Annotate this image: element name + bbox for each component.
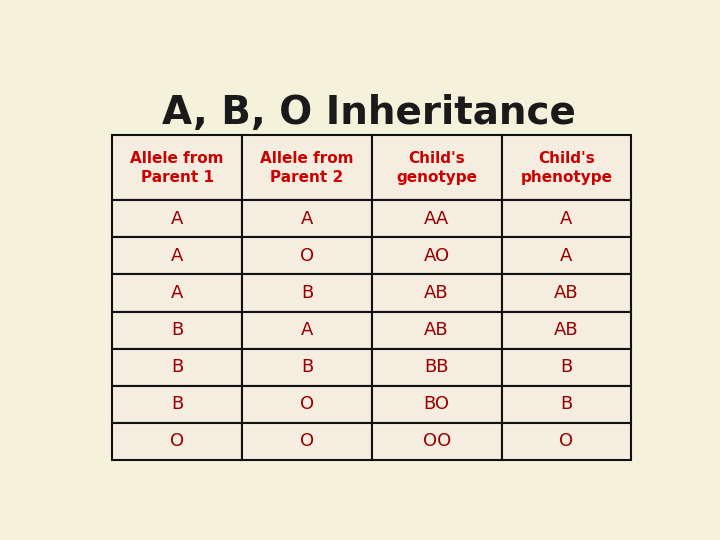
Text: O: O [300, 247, 314, 265]
Text: AB: AB [424, 321, 449, 339]
Bar [372, 200, 502, 238]
Bar [112, 386, 242, 423]
Bar [112, 312, 242, 349]
Bar [112, 423, 242, 460]
Text: A: A [301, 321, 313, 339]
Text: B: B [171, 358, 184, 376]
Bar [502, 349, 631, 386]
Bar [242, 200, 372, 238]
Text: A: A [560, 247, 572, 265]
Text: AA: AA [424, 210, 449, 228]
Text: AB: AB [424, 284, 449, 302]
Bar [242, 349, 372, 386]
Bar [372, 386, 502, 423]
Bar [502, 386, 631, 423]
Text: AO: AO [423, 247, 450, 265]
Text: OO: OO [423, 433, 451, 450]
Bar [112, 200, 242, 238]
Text: A: A [560, 210, 572, 228]
Bar [242, 423, 372, 460]
Bar [242, 274, 372, 312]
Bar [112, 349, 242, 386]
Bar [372, 349, 502, 386]
Text: A: A [301, 210, 313, 228]
Text: B: B [301, 284, 313, 302]
Bar [372, 312, 502, 349]
Text: AB: AB [554, 321, 579, 339]
Text: A: A [171, 247, 184, 265]
Bar [502, 312, 631, 349]
Bar [372, 238, 502, 274]
Bar [502, 200, 631, 238]
Text: Allele from
Parent 2: Allele from Parent 2 [260, 151, 354, 185]
Bar [502, 136, 631, 200]
Text: Allele from
Parent 1: Allele from Parent 1 [130, 151, 224, 185]
Text: B: B [171, 321, 184, 339]
Bar [112, 238, 242, 274]
Text: B: B [171, 395, 184, 413]
Text: O: O [300, 433, 314, 450]
Text: B: B [301, 358, 313, 376]
Bar [242, 238, 372, 274]
Text: BO: BO [423, 395, 450, 413]
Bar [372, 423, 502, 460]
Bar [372, 274, 502, 312]
Bar [242, 386, 372, 423]
Text: AB: AB [554, 284, 579, 302]
Text: Child's
genotype: Child's genotype [396, 151, 477, 185]
Text: A: A [171, 284, 184, 302]
Bar [242, 312, 372, 349]
Text: Child's
phenotype: Child's phenotype [521, 151, 613, 185]
Text: BB: BB [424, 358, 449, 376]
Text: O: O [559, 433, 573, 450]
Bar [502, 423, 631, 460]
Text: B: B [560, 358, 572, 376]
Text: O: O [300, 395, 314, 413]
Bar [372, 136, 502, 200]
Text: O: O [170, 433, 184, 450]
Text: A, B, O Inheritance: A, B, O Inheritance [162, 94, 576, 132]
Bar [502, 274, 631, 312]
Text: A: A [171, 210, 184, 228]
Text: B: B [560, 395, 572, 413]
Bar [112, 136, 242, 200]
Bar [502, 238, 631, 274]
Bar [112, 274, 242, 312]
Bar [242, 136, 372, 200]
